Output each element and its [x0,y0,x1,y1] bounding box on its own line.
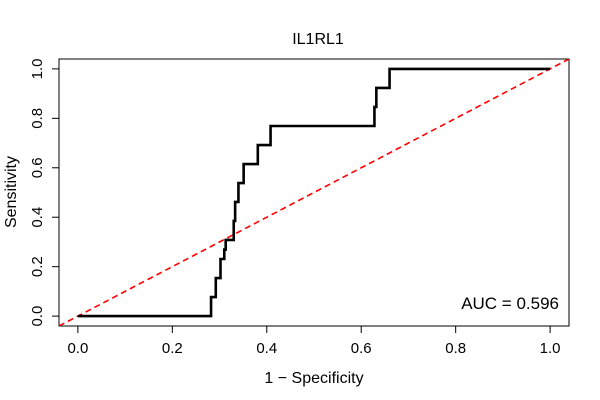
x-tick-label: 0.6 [351,340,372,357]
auc-annotation: AUC = 0.596 [461,294,559,313]
y-tick-label: 0.2 [29,256,46,277]
x-tick-label: 0.4 [256,340,277,357]
x-tick-label: 0.0 [67,340,88,357]
y-tick-label: 0.0 [29,306,46,327]
y-axis-label: Sensitivity [3,156,20,228]
x-tick-label: 0.8 [445,340,466,357]
y-tick-label: 0.8 [29,108,46,129]
plot-frame [58,58,570,327]
x-tick-label: 1.0 [540,340,561,357]
chance-diagonal-line [59,59,569,326]
y-tick-label: 0.4 [29,207,46,228]
chart-title: IL1RL1 [292,31,344,48]
x-axis-label: 1 − Specificity [264,370,363,387]
y-tick-label: 1.0 [29,58,46,79]
series-layer [59,59,569,326]
x-tick-label: 0.2 [162,340,183,357]
axes: 0.0 0.2 0.4 0.6 0.8 1.0 0.0 0.2 0.4 0.6 0.8 1.0 [29,58,561,357]
roc-curve [77,67,551,318]
y-tick-label: 0.6 [29,157,46,178]
